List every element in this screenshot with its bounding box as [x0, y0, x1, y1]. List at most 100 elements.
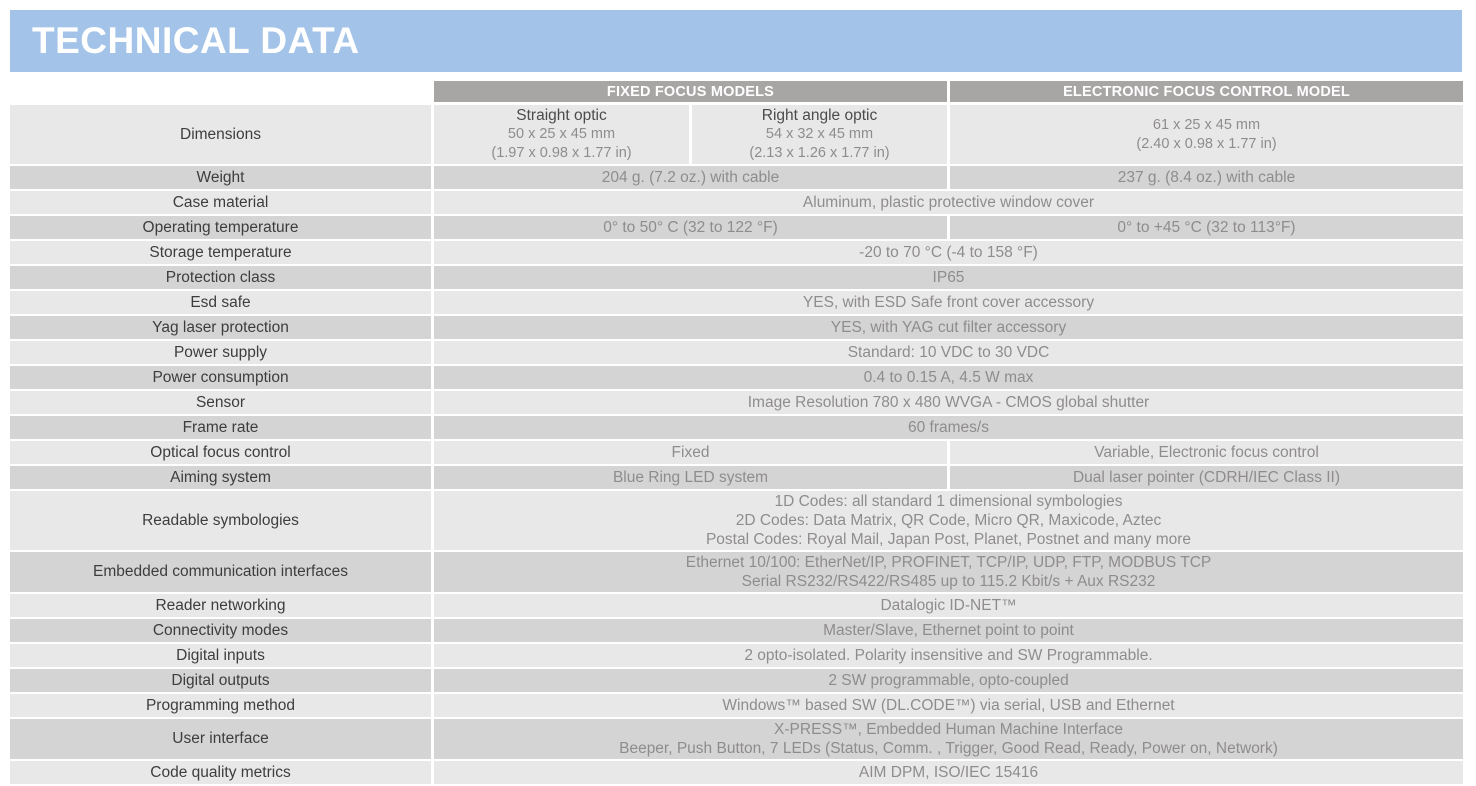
value-line: 2D Codes: Data Matrix, QR Code, Micro QR… — [735, 512, 1162, 529]
value-line: YES, with ESD Safe front cover accessory — [802, 294, 1095, 311]
spec-row: Weight 204 g. (7.2 oz.) with cable 237 g. … — [10, 166, 1463, 189]
sub-column-title: Right angle optic — [761, 107, 878, 124]
row-label: Frame rate — [10, 416, 431, 439]
spec-row: Yag laser protection YES, with YAG cut fi… — [10, 316, 1463, 339]
row-label: Weight — [10, 166, 431, 189]
value-line: Beeper, Push Button, 7 LEDs (Status, Com… — [619, 740, 1278, 757]
value-cell: Right angle optic 54 x 32 x 45 mm (2.13 x … — [692, 105, 947, 164]
row-label: Power supply — [10, 341, 431, 364]
value-cell: Standard: 10 VDC to 30 VDC — [434, 341, 1463, 364]
value-cell: 2 opto-isolated. Polarity insensitive an… — [434, 644, 1463, 667]
value-line: 54 x 32 x 45 mm — [765, 126, 874, 142]
value-cell: 0.4 to 0.15 A, 4.5 W max — [434, 366, 1463, 389]
value-line: Aluminum, plastic protective window cove… — [802, 194, 1095, 211]
spec-row: Code quality metrics AIM DPM, ISO/IEC 154… — [10, 761, 1463, 784]
value-cell: Variable, Electronic focus control — [950, 441, 1463, 464]
spec-row: Reader networking Datalogic ID-NET™ — [10, 594, 1463, 617]
row-label: Connectivity modes — [10, 619, 431, 642]
value-line: 0° to +45 °C (32 to 113°F) — [1117, 219, 1296, 236]
value-line: 0.4 to 0.15 A, 4.5 W max — [863, 369, 1034, 386]
value-cell: 60 frames/s — [434, 416, 1463, 439]
value-cell: YES, with ESD Safe front cover accessory — [434, 291, 1463, 314]
value-cell: 237 g. (8.4 oz.) with cable — [950, 166, 1463, 189]
value-cell: Straight optic 50 x 25 x 45 mm (1.97 x 0.9… — [434, 105, 689, 164]
value-line: 1D Codes: all standard 1 dimensional sym… — [774, 493, 1123, 510]
row-label: Power consumption — [10, 366, 431, 389]
column-header-fixed-focus: FIXED FOCUS MODELS — [434, 81, 947, 102]
value-line: IP65 — [932, 269, 965, 286]
value-line: 237 g. (8.4 oz.) with cable — [1117, 169, 1296, 186]
spec-row: Power supply Standard: 10 VDC to 30 VDC — [10, 341, 1463, 364]
value-line: 60 frames/s — [908, 419, 989, 436]
value-line: Blue Ring LED system — [612, 469, 769, 486]
page-title: TECHNICAL DATA — [32, 20, 360, 61]
row-label: Case material — [10, 191, 431, 214]
value-cell: AIM DPM, ISO/IEC 15416 — [434, 761, 1463, 784]
value-cell: Master/Slave, Ethernet point to point — [434, 619, 1463, 642]
spec-rows: Dimensions Straight optic 50 x 25 x 45 mm (… — [10, 105, 1463, 784]
value-line: Variable, Electronic focus control — [1094, 444, 1319, 461]
spec-row: Aiming system Blue Ring LED system Dual la… — [10, 466, 1463, 489]
value-line: Image Resolution 780 x 480 WVGA - CMOS g… — [747, 394, 1150, 411]
row-label: User interface — [10, 719, 431, 759]
value-cell: 61 x 25 x 45 mm (2.40 x 0.98 x 1.77 in) — [950, 105, 1463, 164]
value-cell: 2 SW programmable, opto-coupled — [434, 669, 1463, 692]
row-label: Programming method — [10, 694, 431, 717]
value-line: 2 opto-isolated. Polarity insensitive an… — [744, 647, 1153, 664]
row-label: Aiming system — [10, 466, 431, 489]
spec-row: Operating temperature 0° to 50° C (32 to … — [10, 216, 1463, 239]
value-cell: YES, with YAG cut filter accessory — [434, 316, 1463, 339]
value-cell: 204 g. (7.2 oz.) with cable — [434, 166, 947, 189]
value-cell: 0° to 50° C (32 to 122 °F) — [434, 216, 947, 239]
value-line: YES, with YAG cut filter accessory — [830, 319, 1067, 336]
value-line: 61 x 25 x 45 mm — [1152, 116, 1261, 133]
value-line: (2.40 x 0.98 x 1.77 in) — [1136, 135, 1277, 152]
spec-row: Dimensions Straight optic 50 x 25 x 45 mm (… — [10, 105, 1463, 164]
value-line: 204 g. (7.2 oz.) with cable — [601, 169, 780, 186]
row-label: Digital outputs — [10, 669, 431, 692]
spec-row: Esd safe YES, with ESD Safe front cover a… — [10, 291, 1463, 314]
value-line: Fixed — [671, 444, 710, 461]
spec-row: Power consumption 0.4 to 0.15 A, 4.5 W ma… — [10, 366, 1463, 389]
value-cell: Fixed — [434, 441, 947, 464]
value-line: -20 to 70 °C (-4 to 158 °F) — [859, 244, 1038, 261]
row-label: Code quality metrics — [10, 761, 431, 784]
spec-row: Storage temperature -20 to 70 °C (-4 to 1… — [10, 241, 1463, 264]
value-line: X-PRESS™, Embedded Human Machine Interfa… — [774, 721, 1123, 738]
column-header-electronic-focus: ELECTRONIC FOCUS CONTROL MODEL — [950, 81, 1463, 102]
value-cell: Ethernet 10/100: EtherNet/IP, PROFINET, … — [434, 552, 1463, 592]
row-label: Protection class — [10, 266, 431, 289]
banner: TECHNICAL DATA — [10, 10, 1462, 72]
sub-column-title: Straight optic — [516, 107, 607, 124]
header-spacer — [10, 81, 431, 102]
value-line: 50 x 25 x 45 mm — [507, 126, 616, 142]
value-line: Dual laser pointer (CDRH/IEC Class II) — [1072, 469, 1340, 486]
value-line: Ethernet 10/100: EtherNet/IP, PROFINET, … — [685, 554, 1212, 571]
row-label: Yag laser protection — [10, 316, 431, 339]
value-cell: Aluminum, plastic protective window cove… — [434, 191, 1463, 214]
value-line: Serial RS232/RS422/RS485 up to 115.2 Kbi… — [741, 573, 1156, 590]
value-cell: X-PRESS™, Embedded Human Machine Interfa… — [434, 719, 1463, 759]
value-cell: Dual laser pointer (CDRH/IEC Class II) — [950, 466, 1463, 489]
value-line: Postal Codes: Royal Mail, Japan Post, Pl… — [705, 531, 1192, 548]
value-line: AIM DPM, ISO/IEC 15416 — [858, 764, 1039, 781]
spec-row: Frame rate 60 frames/s — [10, 416, 1463, 439]
row-label: Readable symbologies — [10, 491, 431, 550]
spec-row: Programming method Windows™ based SW (DL.… — [10, 694, 1463, 717]
spec-table: FIXED FOCUS MODELS ELECTRONIC FOCUS CONT… — [10, 81, 1463, 786]
spec-row: Digital inputs 2 opto-isolated. Polarity … — [10, 644, 1463, 667]
spec-row: Digital outputs 2 SW programmable, opto-c… — [10, 669, 1463, 692]
value-line: (2.13 x 1.26 x 1.77 in) — [749, 145, 890, 161]
row-label: Optical focus control — [10, 441, 431, 464]
value-line: 0° to 50° C (32 to 122 °F) — [603, 219, 778, 236]
value-cell: Datalogic ID-NET™ — [434, 594, 1463, 617]
row-label: Reader networking — [10, 594, 431, 617]
value-line: Master/Slave, Ethernet point to point — [823, 622, 1074, 639]
value-cell: -20 to 70 °C (-4 to 158 °F) — [434, 241, 1463, 264]
value-line: Standard: 10 VDC to 30 VDC — [847, 344, 1050, 361]
value-line: (1.97 x 0.98 x 1.77 in) — [491, 145, 632, 161]
spec-row: Optical focus control Fixed Variable, Elec… — [10, 441, 1463, 464]
row-label: Embedded communication interfaces — [10, 552, 431, 592]
row-label: Esd safe — [10, 291, 431, 314]
table-header-row: FIXED FOCUS MODELS ELECTRONIC FOCUS CONT… — [10, 81, 1463, 102]
